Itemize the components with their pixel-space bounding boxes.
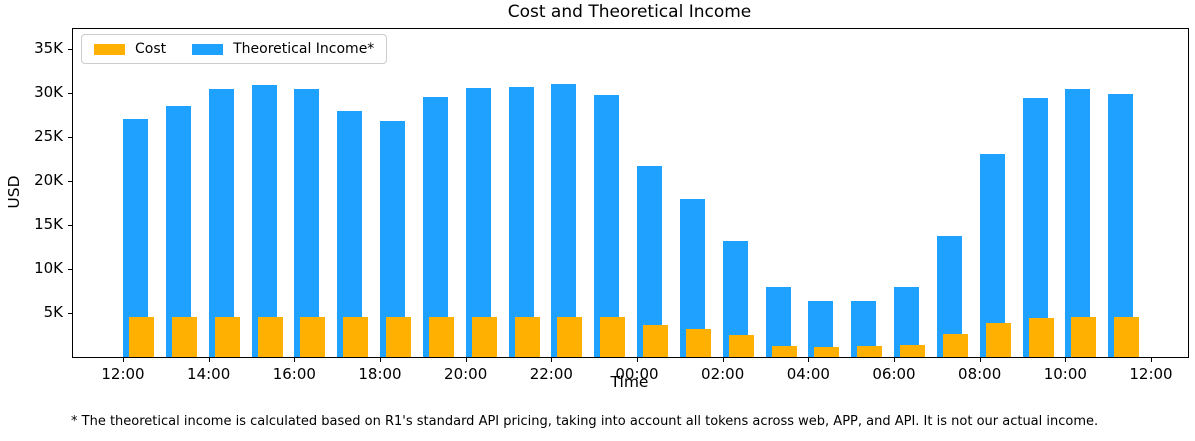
legend-label-cost: Cost <box>135 41 167 57</box>
bar-cost-19:00 <box>428 317 454 357</box>
y-tick-mark <box>68 93 72 94</box>
footnote: * The theoretical income is calculated b… <box>71 414 1099 429</box>
bar-cost-17:00 <box>343 317 369 357</box>
x-tick-label: 18:00 <box>358 365 402 383</box>
bar-income-11:00 <box>1108 94 1134 357</box>
x-tick-mark <box>123 358 124 362</box>
bar-income-23:00 <box>594 95 620 357</box>
x-tick-mark <box>979 358 981 362</box>
bar-cost-00:00 <box>643 325 668 357</box>
bar-cost-12:00 <box>129 317 154 357</box>
chart-title: Cost and Theoretical Income <box>507 2 752 22</box>
y-tick-label: 5K <box>43 303 63 321</box>
legend-label-income: Theoretical Income* <box>233 41 375 57</box>
x-tick-mark <box>1151 358 1152 362</box>
x-tick-label: 02:00 <box>701 365 745 383</box>
bar-cost-06:00 <box>900 345 925 357</box>
x-tick-mark <box>294 358 296 362</box>
x-tick-label: 12:00 <box>101 365 145 383</box>
bar-income-22:00 <box>551 84 577 357</box>
y-tick-mark <box>68 137 72 138</box>
y-tick-mark <box>68 269 72 270</box>
x-tick-label: 00:00 <box>615 365 659 383</box>
bar-cost-03:00 <box>771 346 797 357</box>
x-tick-label: 20:00 <box>444 365 488 383</box>
bar-cost-01:00 <box>685 329 711 357</box>
x-tick-mark <box>380 358 381 362</box>
bar-cost-04:00 <box>814 347 840 357</box>
bar-cost-07:00 <box>942 334 968 357</box>
bar-income-13:00 <box>165 106 191 357</box>
x-tick-mark <box>894 358 895 362</box>
bar-income-03:00 <box>765 287 791 357</box>
bar-cost-15:00 <box>257 317 283 357</box>
bar-cost-05:00 <box>857 346 883 357</box>
x-tick-label: 04:00 <box>786 365 830 383</box>
bar-cost-16:00 <box>300 317 326 357</box>
x-tick-label: 12:00 <box>1129 365 1173 383</box>
x-tick-label: 08:00 <box>958 365 1002 383</box>
bar-cost-02:00 <box>728 335 754 357</box>
bar-cost-11:00 <box>1114 317 1140 357</box>
bar-income-19:00 <box>422 97 448 357</box>
bar-income-10:00 <box>1065 89 1091 357</box>
y-tick-label: 30K <box>34 83 63 101</box>
bar-cost-09:00 <box>1028 318 1054 357</box>
bar-income-14:00 <box>208 89 234 357</box>
x-tick-label: 16:00 <box>272 365 316 383</box>
bar-cost-22:00 <box>557 317 583 357</box>
legend-item-cost: Cost <box>94 41 166 57</box>
bar-income-20:00 <box>465 88 491 357</box>
x-tick-mark <box>208 358 210 362</box>
x-tick-mark <box>808 358 810 362</box>
x-tick-mark <box>722 358 724 362</box>
y-tick-label: 10K <box>34 259 63 277</box>
income-swatch-icon <box>192 43 224 55</box>
x-tick-label: 14:00 <box>187 365 231 383</box>
y-tick-label: 15K <box>34 215 63 233</box>
y-tick-mark <box>68 181 72 182</box>
bar-cost-13:00 <box>171 317 197 357</box>
bar-cost-08:00 <box>985 323 1011 357</box>
y-tick-mark <box>68 313 72 314</box>
x-tick-mark <box>637 358 638 362</box>
x-axis-label: Time <box>610 373 649 391</box>
x-tick-mark <box>551 358 553 362</box>
y-tick-label: 35K <box>34 39 63 57</box>
legend-item-income: Theoretical Income* <box>192 41 374 57</box>
y-tick-mark <box>68 49 72 50</box>
y-tick-label: 20K <box>34 171 63 189</box>
bar-income-16:00 <box>294 89 320 357</box>
bar-cost-20:00 <box>471 317 497 357</box>
bar-income-15:00 <box>251 85 277 357</box>
legend: Cost Theoretical Income* <box>81 34 388 64</box>
bar-cost-18:00 <box>386 317 411 357</box>
bar-cost-14:00 <box>214 317 240 357</box>
x-tick-label: 06:00 <box>872 365 916 383</box>
bar-cost-23:00 <box>600 317 626 357</box>
plot-area: Cost Theoretical Income* 12:00 14:00 16:00… <box>34 28 1189 383</box>
y-tick-mark <box>68 225 72 226</box>
bar-cost-10:00 <box>1071 317 1097 357</box>
x-tick-mark <box>1065 358 1067 362</box>
x-tick-mark <box>465 358 467 362</box>
y-tick-label: 25K <box>34 127 63 145</box>
x-tick-label: 10:00 <box>1043 365 1087 383</box>
bars-layer <box>73 29 1188 357</box>
x-tick-label: 22:00 <box>529 365 573 383</box>
bar-income-09:00 <box>1022 98 1048 357</box>
bar-income-21:00 <box>508 87 534 357</box>
cost-swatch-icon <box>94 43 125 55</box>
bar-cost-21:00 <box>514 317 540 357</box>
bar-income-17:00 <box>337 111 363 357</box>
